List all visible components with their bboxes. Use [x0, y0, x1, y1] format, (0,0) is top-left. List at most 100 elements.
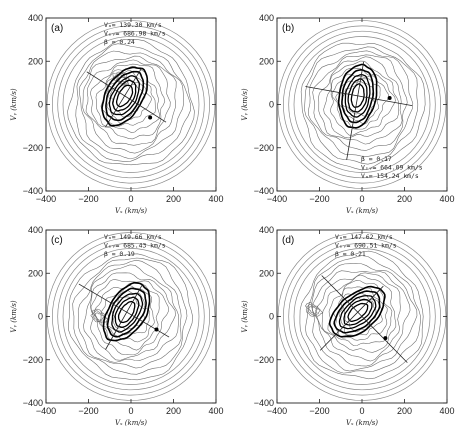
panel-b: −400 −200 0 200 400 −400 −200 0 200 400 Vₓ (km/s) V… — [241, 13, 455, 215]
x-axis-label: Vₓ (km/s) — [346, 419, 378, 427]
contour-line — [312, 54, 408, 151]
y-tick-label: −200 — [23, 355, 43, 365]
x-tick-label: 0 — [359, 194, 364, 204]
contour-line — [315, 272, 401, 362]
annotation-text: Vₐ= 149.66 km/s — [104, 233, 162, 241]
y-axis-label: Vᵧ (km/s) — [10, 88, 18, 120]
contour-line — [308, 50, 414, 157]
core-contour — [106, 287, 147, 338]
plot-area — [46, 20, 216, 189]
beam-center-dot — [154, 327, 159, 332]
x-tick-label: 400 — [208, 406, 223, 416]
contour-ring — [293, 248, 431, 385]
contour-line — [78, 50, 185, 160]
annotation-text: Vₐ= 139.30 km/s — [104, 21, 162, 29]
annotation-text: Vₛᵥ= 690.51 km/s — [335, 242, 397, 250]
annotation-text: β = 0.21 — [335, 250, 366, 258]
contour-line — [67, 39, 195, 166]
core-contour — [328, 285, 386, 338]
contour-line — [305, 255, 421, 374]
x-tick-label: 0 — [359, 406, 364, 416]
annotation-text: Vₐ= 147.62 km/s — [335, 233, 393, 241]
beam-direction-line — [78, 283, 170, 338]
core-contour — [333, 290, 381, 334]
y-tick-label: −400 — [23, 186, 43, 196]
contour-line — [83, 264, 179, 363]
panel-label: (b) — [282, 23, 294, 34]
annotation-text: Vₛᵥ= 686.98 km/s — [104, 30, 166, 38]
x-tick-label: 0 — [128, 194, 133, 204]
core-contour — [117, 300, 136, 324]
perpendicular-line — [319, 285, 384, 351]
contour-bump — [93, 310, 107, 322]
contour-line — [89, 63, 166, 140]
contour-line — [318, 56, 403, 145]
y-tick-label: −200 — [254, 143, 274, 153]
y-axis-label: Vᵧ (km/s) — [10, 300, 18, 332]
x-tick-label: 400 — [439, 406, 454, 416]
contour-line — [304, 46, 419, 165]
contour-line — [342, 296, 377, 333]
contour-ring — [293, 36, 431, 173]
core-contour — [108, 75, 141, 116]
y-tick-label: −400 — [254, 398, 274, 408]
contour-line — [338, 291, 383, 336]
y-tick-label: 200 — [28, 56, 43, 66]
x-tick-label: −400 — [267, 406, 287, 416]
contour-ring — [57, 242, 205, 391]
panel-label: (c) — [51, 235, 63, 246]
annotation-text: β = 0.19 — [104, 250, 135, 258]
contour-line — [85, 59, 171, 146]
y-tick-label: 0 — [38, 312, 43, 322]
panel-label: (a) — [51, 23, 63, 34]
y-axis-label: Vᵧ (km/s) — [241, 300, 249, 332]
contour-line — [300, 42, 426, 171]
y-tick-label: 400 — [28, 225, 43, 235]
contour-ring — [283, 25, 441, 184]
contour-line — [312, 270, 411, 367]
contour-bump — [94, 312, 104, 321]
beam-center-dot — [383, 336, 388, 341]
contour-line — [331, 73, 390, 130]
y-tick-label: 200 — [259, 56, 274, 66]
x-tick-label: 400 — [439, 194, 454, 204]
x-axis-label: Vₓ (km/s) — [115, 419, 147, 427]
contour-line — [323, 60, 399, 139]
perpendicular-line — [105, 68, 142, 128]
x-tick-label: −400 — [267, 194, 287, 204]
x-axis-label: Vₓ (km/s) — [115, 207, 147, 215]
contour-line — [105, 290, 151, 336]
x-tick-label: −200 — [309, 406, 329, 416]
core-contour — [343, 298, 373, 326]
y-tick-label: −200 — [254, 355, 274, 365]
contour-line — [299, 250, 424, 380]
x-tick-label: −200 — [78, 194, 98, 204]
core-contour — [347, 302, 369, 322]
x-tick-label: 200 — [397, 194, 412, 204]
contour-line — [82, 55, 177, 154]
y-tick-label: −400 — [23, 398, 43, 408]
beam-center-dot — [387, 96, 392, 101]
contour-line — [321, 274, 397, 353]
x-axis-label: Vₓ (km/s) — [346, 207, 378, 215]
contour-line — [327, 279, 393, 347]
y-tick-label: 400 — [259, 13, 274, 23]
x-tick-label: 0 — [128, 406, 133, 416]
x-tick-label: 400 — [208, 194, 223, 204]
beam-direction-line — [305, 86, 413, 107]
core-contour — [102, 282, 151, 342]
beam-direction-line — [86, 71, 167, 123]
contour-ring — [283, 237, 441, 396]
x-tick-label: 200 — [397, 406, 412, 416]
contour-ring — [52, 25, 210, 184]
y-tick-label: 200 — [259, 268, 274, 278]
contour-line — [68, 253, 193, 381]
contour-line — [90, 272, 176, 361]
contour-ring — [57, 30, 205, 179]
contour-bump — [308, 306, 318, 315]
contour-ring — [288, 30, 436, 179]
core-contour — [114, 296, 140, 328]
contour-line — [335, 78, 381, 125]
contour-ring — [288, 242, 436, 391]
